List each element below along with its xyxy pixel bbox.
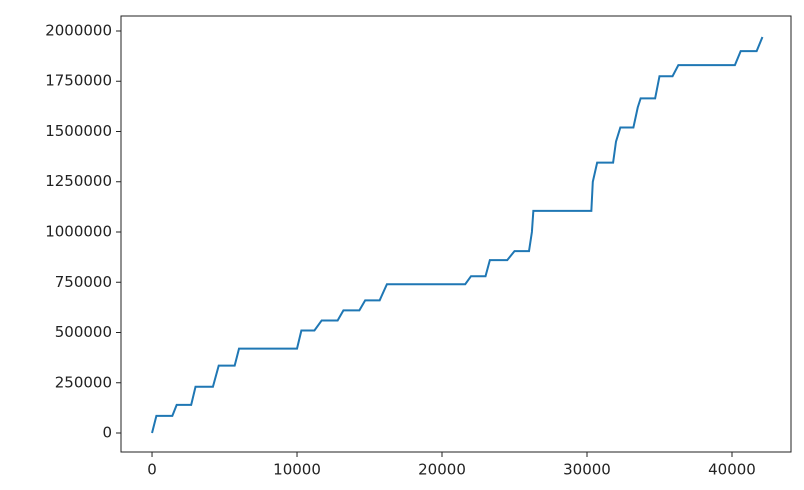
y-tick-label: 0 <box>102 424 112 442</box>
x-tick-label: 0 <box>147 461 157 479</box>
y-tick-label: 250000 <box>55 373 112 391</box>
x-tick-label: 10000 <box>273 461 321 479</box>
x-tick-label: 30000 <box>563 461 611 479</box>
data-line <box>151 36 764 434</box>
y-tick-label: 1000000 <box>45 223 112 241</box>
y-tick-label: 1500000 <box>45 122 112 140</box>
x-tick-label: 20000 <box>418 461 466 479</box>
x-tick-label: 40000 <box>708 461 756 479</box>
y-tick-label: 2000000 <box>45 21 112 39</box>
y-tick-label: 500000 <box>55 323 112 341</box>
y-tick-label: 1250000 <box>45 172 112 190</box>
plot-frame <box>120 15 792 453</box>
y-tick-label: 1750000 <box>45 72 112 90</box>
y-tick-label: 750000 <box>55 273 112 291</box>
